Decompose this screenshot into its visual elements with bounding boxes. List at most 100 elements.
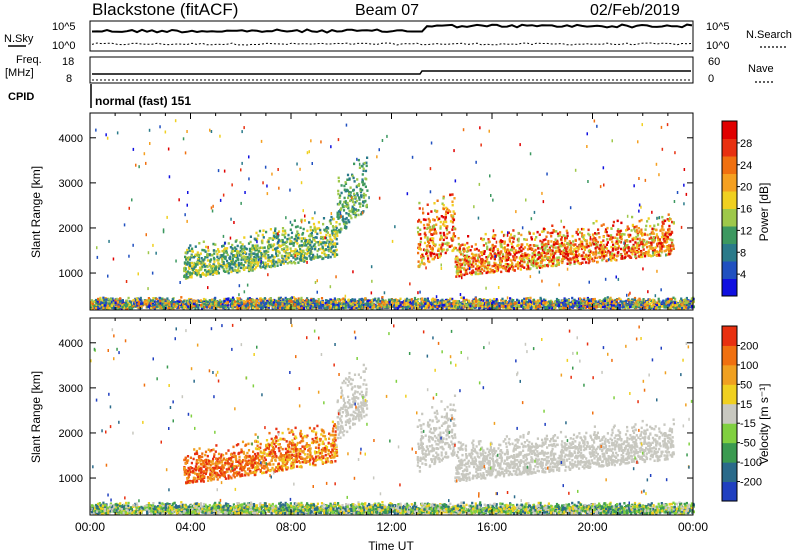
data-cell <box>603 255 605 258</box>
data-cell <box>354 180 356 183</box>
data-cell <box>336 254 338 257</box>
data-cell <box>670 249 672 252</box>
data-cell <box>267 263 269 266</box>
data-cell <box>262 229 264 232</box>
data-cell <box>512 229 514 232</box>
data-cell <box>646 241 648 244</box>
data-cell <box>217 262 219 265</box>
data-cell <box>332 245 334 248</box>
data-cell <box>323 217 325 220</box>
data-cell <box>189 250 191 253</box>
data-cell <box>216 256 218 259</box>
data-cell <box>230 246 232 249</box>
data-cell <box>521 258 523 261</box>
data-cell <box>464 250 466 253</box>
data-cell <box>662 233 664 236</box>
data-cell <box>184 261 186 264</box>
data-cell <box>241 256 243 259</box>
data-cell <box>577 228 579 231</box>
data-cell <box>429 226 431 229</box>
data-cell <box>264 297 266 300</box>
data-cell <box>335 246 337 249</box>
data-cell <box>250 236 252 239</box>
data-cell <box>478 261 480 264</box>
data-cell <box>186 273 188 276</box>
data-cell <box>433 202 435 205</box>
data-cell <box>184 256 186 259</box>
data-cell <box>251 247 253 250</box>
data-cell <box>553 230 555 233</box>
data-cell <box>592 233 594 236</box>
data-cell <box>446 233 448 236</box>
data-cell <box>189 262 191 265</box>
data-cell <box>544 238 546 241</box>
data-cell <box>672 244 674 247</box>
data-cell <box>361 181 363 184</box>
data-cell <box>501 246 503 249</box>
data-cell <box>272 245 274 248</box>
station-title: Blackstone (fitACF) <box>92 0 238 19</box>
data-cell <box>602 239 604 242</box>
data-cell <box>639 238 641 241</box>
data-cell <box>291 262 293 265</box>
data-cell <box>457 266 459 269</box>
data-cell <box>595 251 597 254</box>
data-cell <box>318 244 320 247</box>
data-cell <box>463 247 465 250</box>
data-cell <box>231 263 233 266</box>
data-cell <box>445 252 447 255</box>
data-cell <box>226 247 228 250</box>
data-cell <box>105 298 107 301</box>
data-cell <box>607 296 609 299</box>
data-cell <box>643 240 645 243</box>
data-cell <box>562 257 564 260</box>
data-cell <box>277 247 279 250</box>
data-cell <box>306 253 308 256</box>
data-cell <box>529 244 531 247</box>
data-cell <box>592 260 594 263</box>
data-cell <box>591 251 593 254</box>
data-cell <box>282 230 284 233</box>
data-cell <box>240 267 242 270</box>
data-cell <box>324 244 326 247</box>
data-cell <box>500 271 502 274</box>
data-cell <box>520 250 522 253</box>
data-cell <box>420 237 422 240</box>
data-cell <box>318 221 320 224</box>
data-cell <box>271 255 273 257</box>
data-cell <box>439 238 441 241</box>
data-cell <box>529 248 531 251</box>
data-cell <box>639 220 641 223</box>
data-cell <box>366 157 368 160</box>
noise-tick-left-bottom: 10^0 <box>52 40 76 52</box>
data-cell <box>567 258 569 261</box>
data-cell <box>469 257 471 260</box>
data-cell <box>456 249 458 252</box>
data-cell <box>554 252 556 255</box>
data-cell <box>508 268 510 271</box>
data-cell <box>563 249 565 252</box>
data-cell <box>518 238 520 241</box>
data-cell <box>457 259 459 262</box>
data-cell <box>330 256 332 258</box>
data-cell <box>357 214 359 217</box>
data-cell <box>438 218 440 221</box>
data-cell <box>467 235 469 238</box>
data-cell <box>460 271 462 274</box>
data-cell <box>616 255 618 258</box>
data-cell <box>296 242 298 245</box>
data-cell <box>475 260 477 263</box>
data-cell <box>515 249 517 252</box>
data-cell <box>624 253 626 256</box>
data-cell <box>523 261 525 264</box>
data-cell <box>228 242 230 245</box>
data-cell <box>473 257 475 260</box>
data-cell <box>260 252 262 255</box>
data-cell <box>617 220 619 223</box>
data-cell <box>523 258 525 261</box>
data-cell <box>582 246 584 249</box>
data-cell <box>557 233 559 236</box>
data-cell <box>185 258 187 261</box>
data-cell <box>653 225 655 228</box>
data-cell <box>277 250 279 253</box>
